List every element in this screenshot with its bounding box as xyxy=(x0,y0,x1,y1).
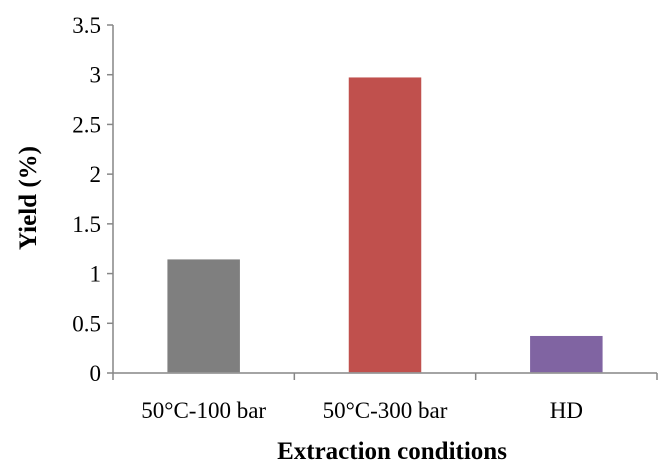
y-tick-label: 3.5 xyxy=(72,13,101,38)
x-tick-label: HD xyxy=(550,398,583,423)
y-tick-label: 3 xyxy=(90,63,102,88)
bar xyxy=(528,334,605,374)
y-axis-ticks: 0 0.5 1 1.5 2 2.5 3 3.5 xyxy=(72,13,113,386)
x-axis-title: Extraction conditions xyxy=(277,438,507,462)
bars xyxy=(165,75,605,374)
bar xyxy=(347,75,423,374)
y-axis-title: Yield (%) xyxy=(15,146,42,250)
y-tick-label: 1.5 xyxy=(72,212,101,237)
bar xyxy=(165,257,242,374)
x-tick-label: 50°C-300 bar xyxy=(323,398,448,423)
y-tick-label: 0.5 xyxy=(72,311,101,336)
x-tick-label: 50°C-100 bar xyxy=(141,398,266,423)
y-tick-label: 0 xyxy=(90,361,102,386)
y-tick-label: 2 xyxy=(90,162,102,187)
x-axis-ticks: 50°C-100 bar 50°C-300 bar HD xyxy=(112,373,658,423)
y-tick-label: 2.5 xyxy=(72,112,101,137)
y-tick-label: 1 xyxy=(90,262,102,287)
